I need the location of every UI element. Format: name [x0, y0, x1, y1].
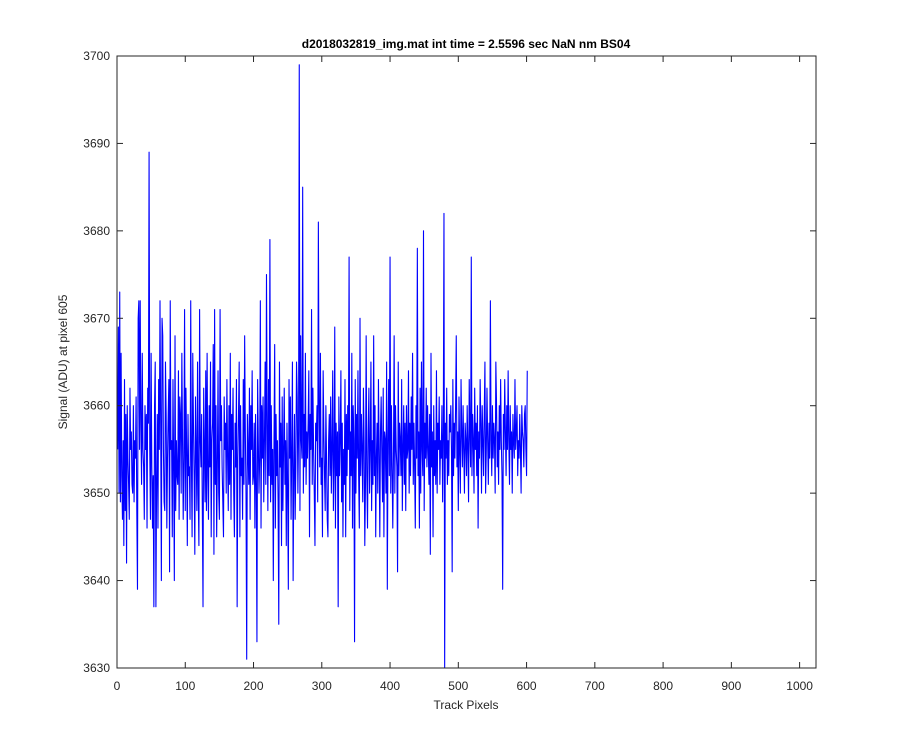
x-tick-label: 300	[312, 679, 332, 693]
series-line-0	[117, 64, 528, 669]
x-tick-label: 900	[721, 679, 741, 693]
y-tick-label: 3670	[83, 311, 110, 325]
y-tick-label: 3680	[83, 224, 110, 238]
x-tick-label: 1000	[786, 679, 813, 693]
y-tick-label: 3640	[83, 574, 110, 588]
x-tick-label: 600	[517, 679, 537, 693]
y-axis-ticks: 3630 3640 3650 3660 3670 3680 3690 3700	[83, 49, 816, 675]
y-tick-label: 3650	[83, 486, 110, 500]
x-axis-ticks: 0 100 200 300 400 500 600 700 800 900 1000	[114, 56, 813, 693]
x-tick-label: 800	[653, 679, 673, 693]
x-tick-label: 200	[244, 679, 264, 693]
axes-box	[116, 55, 817, 669]
x-tick-label: 400	[380, 679, 400, 693]
x-tick-label: 0	[114, 679, 121, 693]
y-axis-label: Signal (ADU) at pixel 605	[56, 294, 70, 429]
y-tick-label: 3700	[83, 49, 110, 63]
chart-title: d2018032819_img.mat int time = 2.5596 se…	[302, 37, 631, 51]
x-axis-label: Track Pixels	[434, 698, 499, 712]
y-tick-label: 3630	[83, 661, 110, 675]
data-layer	[117, 64, 528, 669]
x-tick-label: 100	[175, 679, 195, 693]
y-tick-label: 3690	[83, 136, 110, 150]
x-tick-label: 700	[585, 679, 605, 693]
plot-area	[117, 56, 816, 668]
x-tick-label: 500	[448, 679, 468, 693]
y-tick-label: 3660	[83, 399, 110, 413]
